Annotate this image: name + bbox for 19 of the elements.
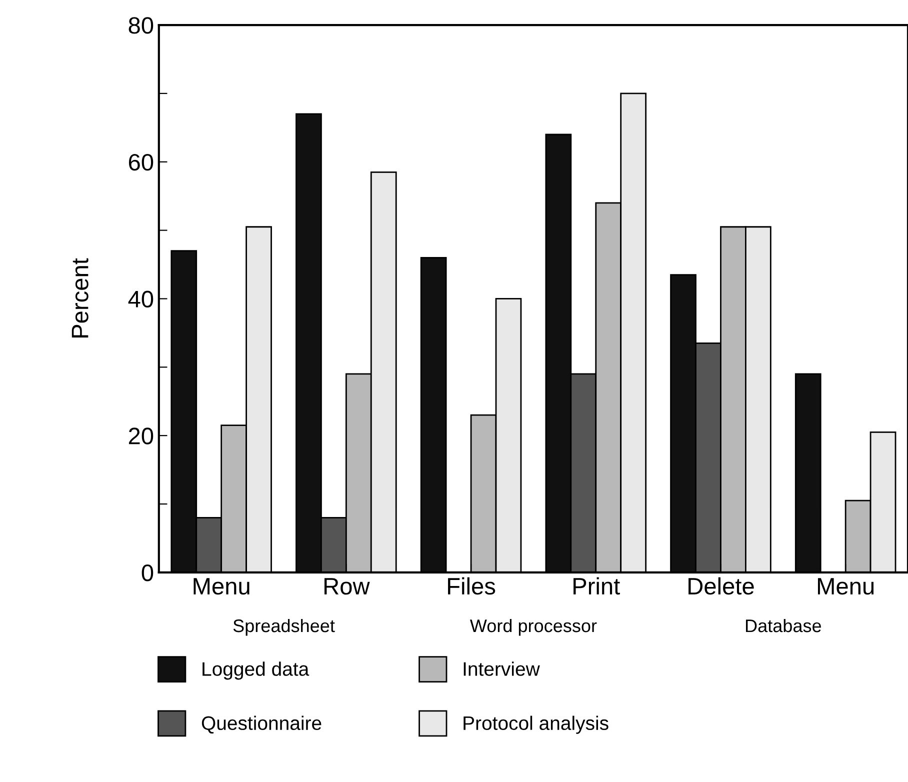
y-tick-label: 60 <box>128 154 154 171</box>
legend-label: Interview <box>464 662 540 676</box>
legend-label: Questionnaire <box>202 716 322 734</box>
legend-label: Protocol analysis <box>464 716 608 734</box>
y-tick-label: 80 <box>128 17 154 34</box>
y-tick-label: 20 <box>128 428 154 444</box>
x-tick-label: Row <box>324 578 370 595</box>
text: Word processor <box>470 618 597 636</box>
x-tick-label: Print <box>574 577 620 595</box>
text: Database <box>746 618 821 632</box>
x-tick-label: Files <box>448 577 496 595</box>
y-tick-label: 0 <box>142 564 154 582</box>
x-tick-label: Menu <box>194 578 250 595</box>
y-tick-label: 40 <box>128 290 154 308</box>
y-axis-title: Percent <box>72 258 88 338</box>
x-tick-label: Delete <box>688 577 754 595</box>
legend-label: Logged data <box>202 662 310 680</box>
text: Spreadsheet <box>233 618 335 636</box>
x-tick-label: Menu <box>818 578 874 595</box>
